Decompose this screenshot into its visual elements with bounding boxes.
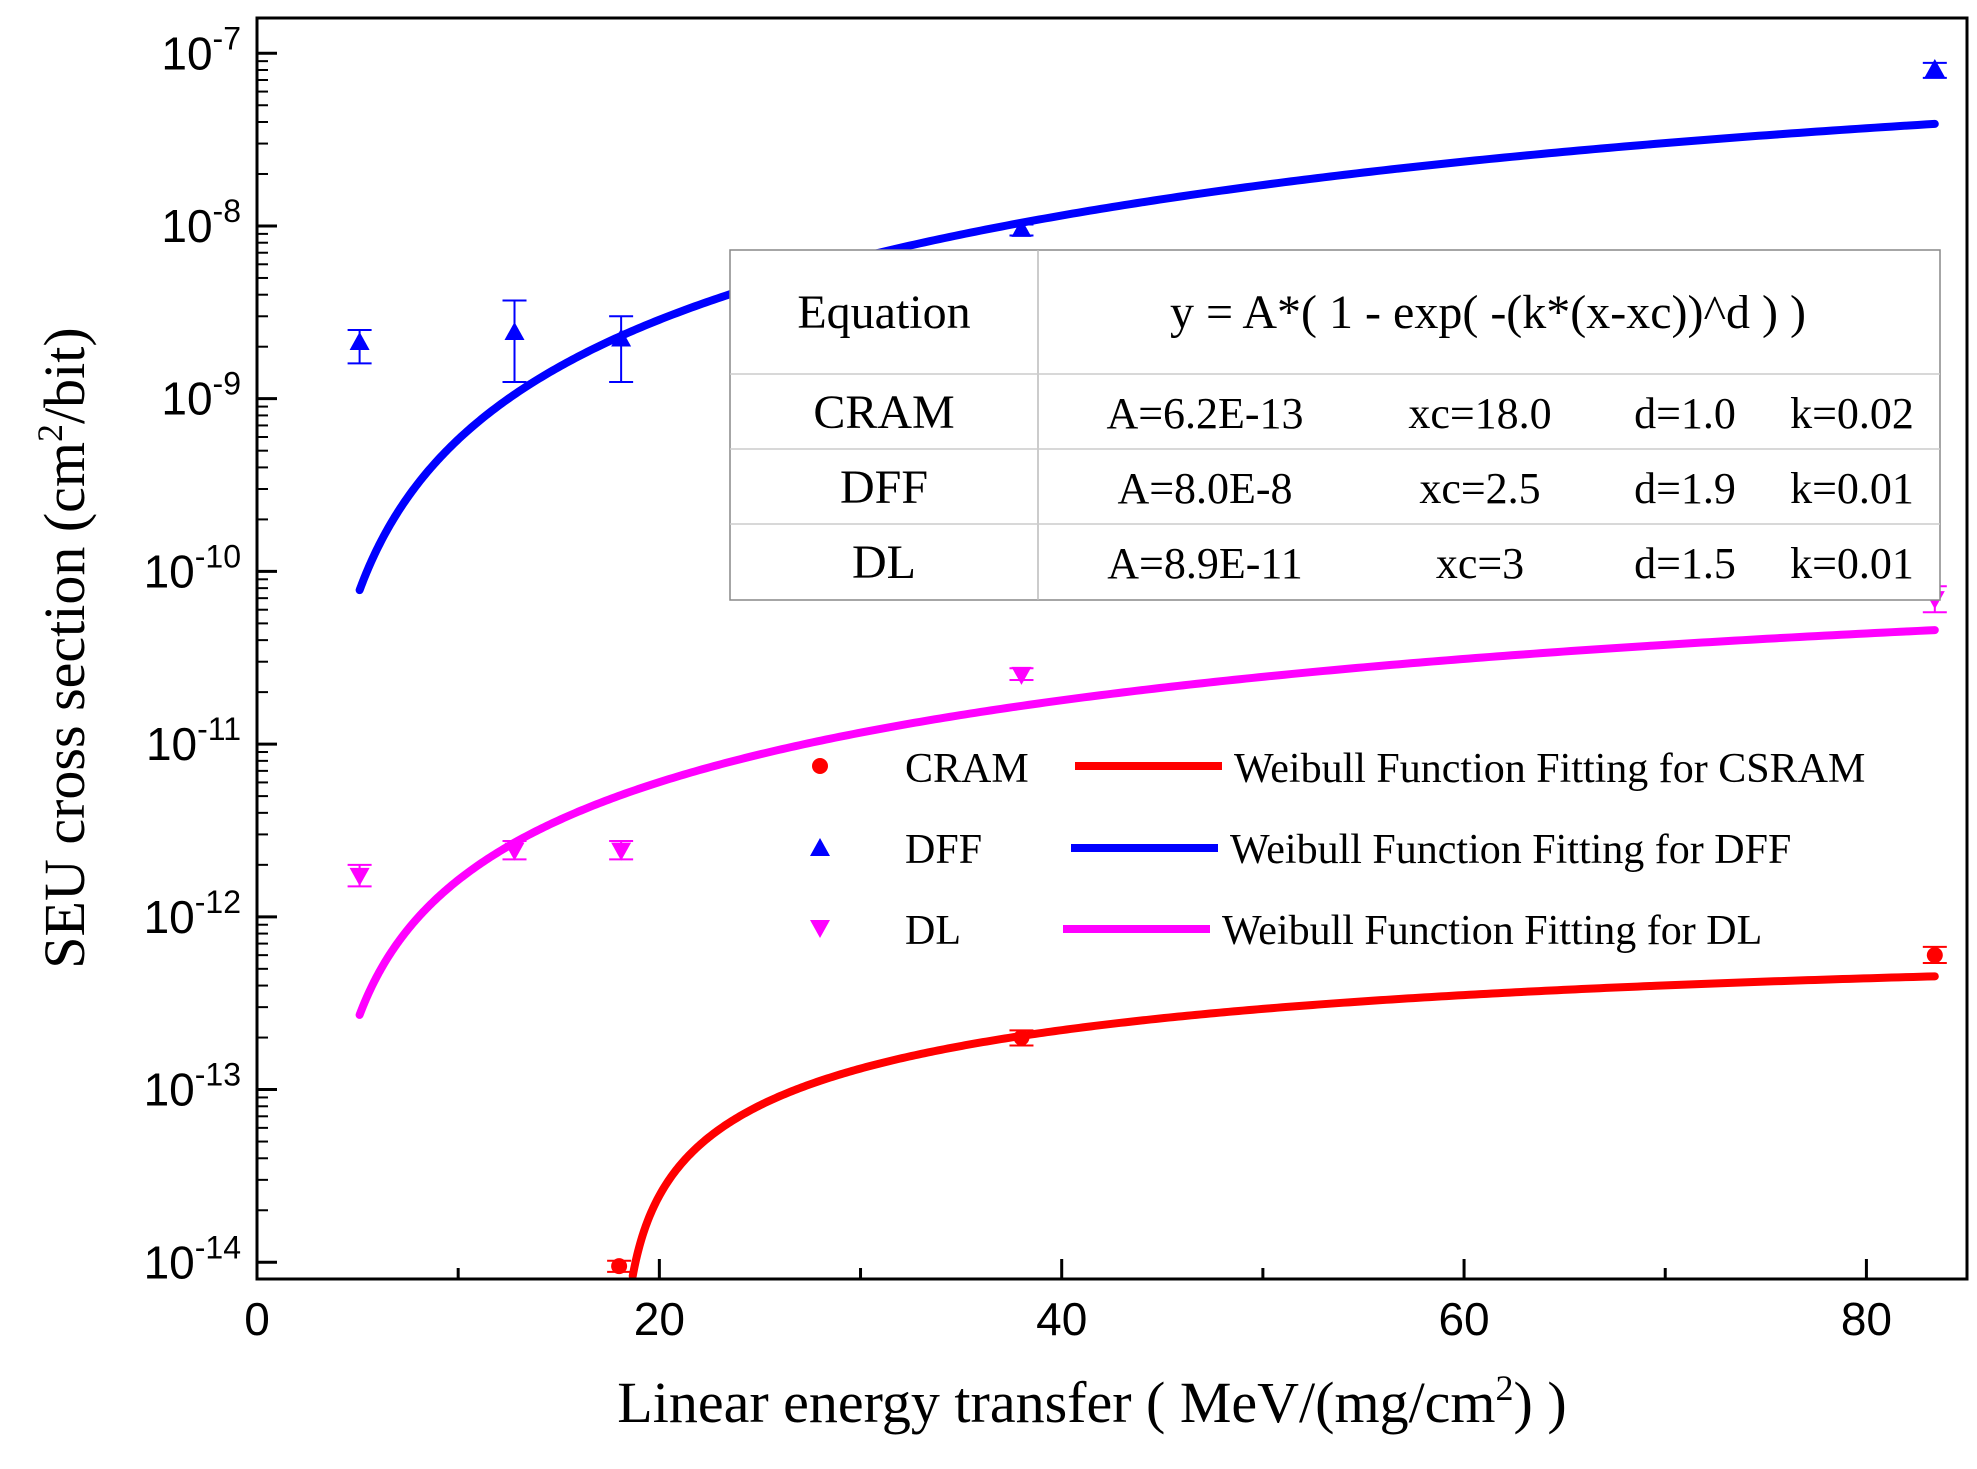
equation-row-dff-d: d=1.9 <box>1634 464 1736 513</box>
equation-row-dl-xc: xc=3 <box>1436 539 1524 588</box>
marker-triangle-up <box>1011 218 1032 237</box>
marker-circle <box>1013 1029 1030 1046</box>
equation-row-cram-d: d=1.0 <box>1634 389 1736 438</box>
equation-row-dl-d: d=1.5 <box>1634 539 1736 588</box>
point-cram-2 <box>1922 945 1947 965</box>
point-dl-3 <box>1009 666 1034 685</box>
plot-frame <box>255 16 1969 1281</box>
y-tick-label--7: 10-7 <box>161 20 241 79</box>
x-tick-label-60: 60 <box>1438 1293 1489 1345</box>
point-dl-2 <box>609 839 634 861</box>
fit-curve-cram <box>628 972 1939 1280</box>
axes: 0 20 40 60 80 10-14 10-13 10-12 10-11 10-10 10-9 10… <box>144 20 1892 1345</box>
legend-dff-marker <box>810 838 830 856</box>
x-tick-label-80: 80 <box>1841 1293 1892 1345</box>
legend-dl-fit-label: Weibull Function Fitting for DL <box>1222 908 1762 954</box>
y-tick-label--12: 10-12 <box>144 884 241 943</box>
legend: CRAM Weibull Function Fitting for CSRAM … <box>810 746 1865 954</box>
point-cram-1 <box>1009 1029 1034 1047</box>
equation-row-dl-a: A=8.9E-11 <box>1107 539 1303 588</box>
equation-row-dff-k: k=0.01 <box>1790 464 1914 513</box>
marker-triangle-down <box>349 867 370 886</box>
legend-dl-marker <box>810 920 830 938</box>
y-tick-label--10: 10-10 <box>144 538 241 597</box>
legend-dff-fit-label: Weibull Function Fitting for DFF <box>1230 827 1791 873</box>
point-dff-4 <box>1922 58 1947 79</box>
legend-cram-label: CRAM <box>905 746 1029 792</box>
point-dff-1 <box>502 299 527 383</box>
y-tick-label--14: 10-14 <box>144 1229 241 1288</box>
equation-table: Equation y = A*( 1 - exp( -(k*(x-xc))^d … <box>729 249 1941 601</box>
equation-row-cram-xc: xc=18.0 <box>1408 389 1551 438</box>
equation-row-cram-name: CRAM <box>813 386 954 439</box>
y-axis-title: SEU cross section (cm2/bit) <box>30 327 97 968</box>
legend-dl-label: DL <box>905 908 961 954</box>
point-dff-2 <box>609 315 634 383</box>
x-axis-title: Linear energy transfer ( MeV/(mg/cm2) ) <box>617 1368 1566 1435</box>
point-dl-1 <box>502 839 527 861</box>
equation-row-dff-a: A=8.0E-8 <box>1117 464 1292 513</box>
x-tick-label-20: 20 <box>634 1293 685 1345</box>
point-cram-0 <box>607 1258 632 1275</box>
marker-triangle-up <box>611 328 632 347</box>
equation-row-dl-k: k=0.01 <box>1790 539 1914 588</box>
legend-cram-marker <box>812 758 828 774</box>
y-tick-label--9: 10-9 <box>161 366 241 425</box>
marker-triangle-down <box>1011 666 1032 685</box>
equation-formula: y = A*( 1 - exp( -(k*(x-xc))^d ) ) <box>1170 286 1806 339</box>
x-tick-label-0: 0 <box>244 1293 270 1345</box>
equation-row-dff-xc: xc=2.5 <box>1419 464 1540 513</box>
equation-row-dl-name: DL <box>852 536 916 589</box>
point-dff-0 <box>347 328 372 365</box>
marker-triangle-up <box>349 332 370 351</box>
y-tick-label--13: 10-13 <box>144 1057 241 1116</box>
marker-circle <box>611 1258 628 1275</box>
fit-curve-dl <box>355 626 1939 1019</box>
legend-cram-fit-label: Weibull Function Fitting for CSRAM <box>1234 746 1865 792</box>
equation-row-dff-name: DFF <box>840 461 928 514</box>
fit-curve-dff <box>355 119 1939 595</box>
marker-triangle-down <box>504 842 525 861</box>
data-points <box>347 58 1947 1275</box>
y-tick-label--8: 10-8 <box>161 193 241 252</box>
x-tick-label-40: 40 <box>1036 1293 1087 1345</box>
equation-row-cram-a: A=6.2E-13 <box>1106 389 1303 438</box>
point-dl-0 <box>347 863 372 888</box>
marker-triangle-up <box>504 322 525 341</box>
y-tick-label--11: 10-11 <box>146 711 241 770</box>
legend-dff-label: DFF <box>905 827 982 873</box>
marker-circle <box>1926 947 1943 964</box>
point-dff-3 <box>1009 218 1034 237</box>
equation-row-cram-k: k=0.02 <box>1790 389 1914 438</box>
marker-triangle-up <box>1924 58 1945 77</box>
equation-header-label: Equation <box>797 286 970 339</box>
marker-triangle-down <box>611 842 632 861</box>
fit-curves <box>355 119 1939 1280</box>
